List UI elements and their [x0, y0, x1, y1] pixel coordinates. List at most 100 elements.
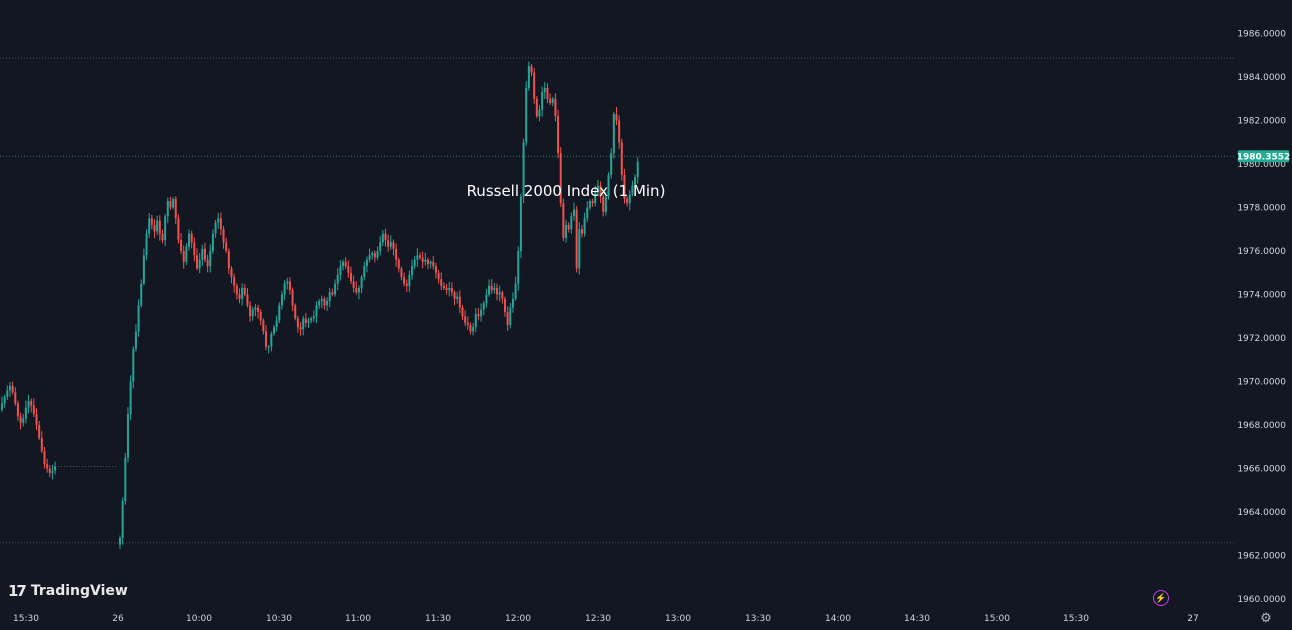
candle-body — [326, 301, 329, 306]
candle-body — [557, 116, 560, 154]
candle-body — [466, 322, 469, 325]
candle-body — [527, 66, 530, 88]
candle-body — [286, 281, 289, 284]
candle-body — [522, 142, 525, 197]
candle-body — [485, 294, 488, 304]
candle-body — [349, 272, 352, 282]
candle-body — [567, 224, 570, 230]
candle-body — [551, 98, 554, 104]
candle-body — [318, 301, 321, 306]
candle-body — [148, 218, 151, 234]
y-tick-label: 1964.0000 — [1237, 508, 1286, 518]
candle-body — [334, 283, 337, 295]
price-level-lines — [0, 57, 1236, 544]
candle-body — [517, 251, 520, 284]
candle-body — [254, 307, 257, 310]
candle-body — [360, 277, 363, 288]
candle-body — [575, 209, 578, 269]
candle-body — [607, 174, 610, 197]
candle-body — [188, 233, 191, 247]
candle-body — [328, 292, 331, 302]
candle-body — [174, 198, 177, 219]
candle-body — [161, 233, 164, 241]
candle-body — [482, 303, 485, 310]
candle-body — [368, 255, 371, 260]
x-tick-label: 14:00 — [825, 614, 851, 624]
candle-body — [251, 309, 254, 317]
candle-body — [392, 242, 395, 249]
candle-body — [496, 287, 499, 295]
candle-body — [437, 272, 440, 280]
candle-body — [342, 261, 345, 267]
gear-icon[interactable]: ⚙ — [1260, 610, 1272, 625]
y-tick-label: 1966.0000 — [1237, 465, 1286, 475]
lightning-icon[interactable]: ⚡ — [1153, 590, 1169, 606]
candle-body — [405, 283, 408, 286]
candle-body — [565, 224, 568, 238]
candle-body — [612, 113, 615, 154]
candle-body — [35, 414, 38, 425]
candle-body — [429, 261, 432, 265]
x-tick-label: 11:00 — [345, 614, 371, 624]
candle-body — [626, 198, 629, 204]
candle-body — [230, 268, 233, 278]
candle-body — [48, 468, 51, 473]
candle-body — [238, 294, 241, 299]
candle-body — [307, 320, 310, 323]
candle-body — [182, 251, 185, 262]
candle-body — [153, 224, 156, 232]
candle-body — [599, 185, 602, 197]
y-tick-label: 1960.0000 — [1237, 595, 1286, 605]
candle-body — [180, 240, 183, 251]
candle-body — [426, 259, 429, 265]
candle-body — [344, 261, 347, 267]
candle-body — [543, 87, 546, 93]
x-axis[interactable]: 15:30 26 10:00 10:30 11:00 11:30 12:00 12:30 13:… — [13, 614, 1199, 624]
candle-body — [602, 196, 605, 212]
candle-body — [225, 242, 228, 251]
y-axis[interactable]: 1960.0000 1962.0000 1964.0000 1966.0000 1968… — [1237, 30, 1286, 606]
candle-body — [241, 287, 244, 299]
candle-body — [296, 318, 299, 328]
candle-body — [498, 292, 501, 295]
candle-body — [440, 279, 443, 286]
candle-body — [549, 98, 552, 104]
candle-body — [618, 120, 621, 143]
candle-body — [156, 220, 159, 232]
candle-body — [312, 316, 315, 319]
candle-body — [193, 242, 196, 256]
candle-body — [371, 253, 374, 256]
candle-body — [458, 296, 461, 308]
candle-body — [299, 327, 302, 330]
candle-body — [6, 390, 9, 397]
y-tick-label: 1986.0000 — [1237, 30, 1286, 40]
last-price-label: 1980.3552 — [1237, 152, 1291, 162]
candle-body — [54, 466, 57, 471]
candle-body — [150, 218, 153, 225]
candle-body — [304, 318, 307, 323]
candle-body — [365, 259, 368, 267]
candle-body — [265, 331, 268, 347]
candle-body — [227, 251, 230, 269]
candle-body — [249, 305, 252, 317]
candle-body — [395, 248, 398, 260]
candle-body — [442, 285, 445, 288]
candle-body — [373, 253, 376, 258]
last-price-tag: 1980.3552 — [1237, 150, 1291, 163]
candle-body — [493, 287, 496, 291]
candle-body — [541, 92, 544, 110]
y-tick-label: 1978.0000 — [1237, 204, 1286, 214]
candles-layer — [1, 61, 639, 550]
candle-body — [620, 142, 623, 175]
candle-body — [209, 251, 212, 267]
candle-body — [472, 327, 475, 332]
y-tick-label: 1972.0000 — [1237, 334, 1286, 344]
x-tick-label: 14:30 — [904, 614, 930, 624]
candle-body — [206, 259, 209, 267]
candle-body — [320, 298, 323, 302]
candle-body — [1, 403, 3, 410]
tradingview-logo[interactable]: 17 TradingView — [8, 582, 128, 600]
y-tick-label: 1976.0000 — [1237, 247, 1286, 257]
candle-body — [132, 348, 135, 382]
